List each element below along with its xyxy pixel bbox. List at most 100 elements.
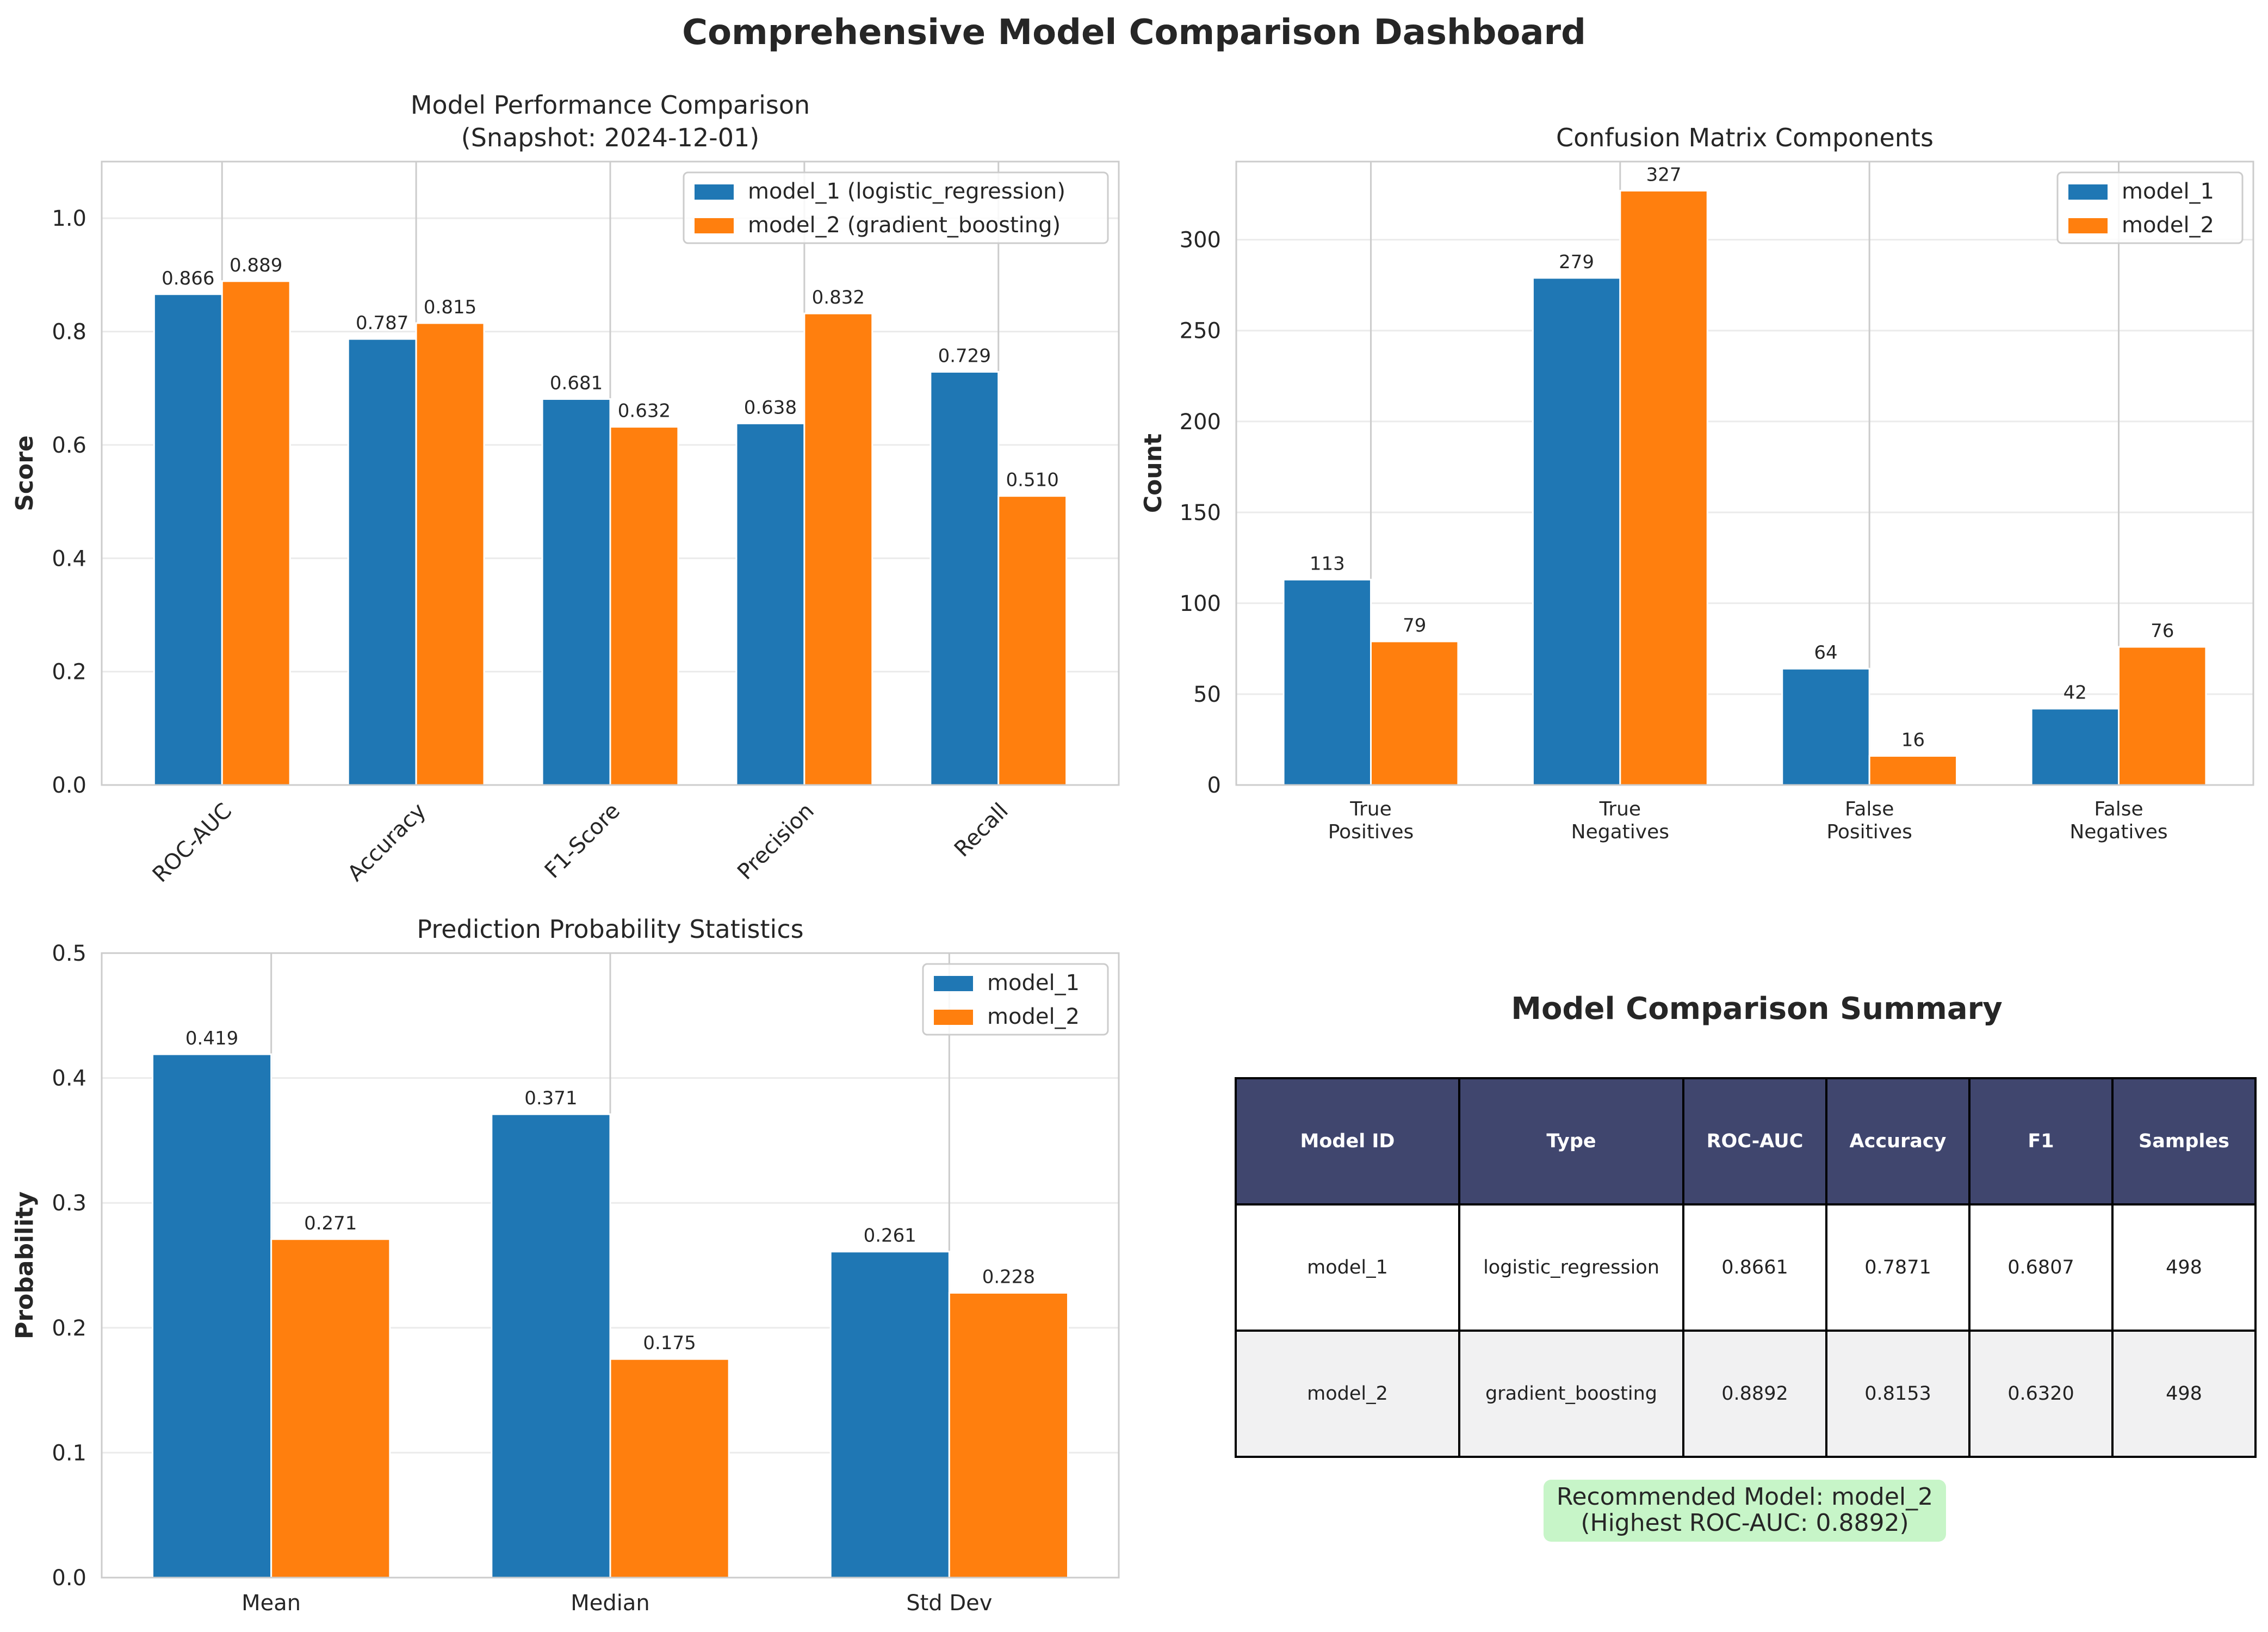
chart-title: Model Performance Comparison [411,90,810,120]
x-tick-label: Precision [733,799,819,885]
legend-label: model_2 [2122,213,2214,238]
y-tick-label: 150 [1180,500,1221,526]
table-header-cell: Samples [2111,1077,2257,1206]
data-label: 0.228 [982,1266,1035,1288]
bar [1619,189,1708,786]
table-cell: 0.6320 [1968,1330,2114,1458]
x-tick-label: Std Dev [906,1591,992,1616]
table-header-cell: F1 [1968,1077,2114,1206]
table-header-cell: ROC-AUC [1682,1077,1827,1206]
bar [2030,708,2120,786]
bar [1532,277,1621,786]
table-cell: gradient_boosting [1458,1330,1684,1458]
y-tick-label: 0.1 [52,1441,86,1466]
table-cell: 0.8661 [1682,1203,1827,1332]
data-label: 0.787 [356,312,408,334]
data-label: 0.729 [938,345,991,367]
table-header-cell: Accuracy [1825,1077,1970,1206]
table-header-row: Model ID Type ROC-AUC Accuracy F1 Sample… [1235,1077,2257,1206]
legend-swatch [695,218,734,233]
bar [609,1358,730,1579]
bar [491,1113,611,1579]
bar [1781,667,1870,786]
table-cell: 0.7871 [1825,1203,1970,1332]
data-label: 0.832 [812,287,865,308]
plot-frame [101,160,1120,786]
bar [221,280,291,786]
y-tick-label: 1.0 [52,206,86,231]
data-label: 0.271 [304,1213,357,1234]
bar [2118,646,2207,786]
x-tick-label: True Negatives [1571,798,1669,843]
x-tick-label: F1-Score [540,799,625,883]
bar [1868,755,1958,786]
bar [609,426,679,786]
x-tick-label: Median [571,1591,650,1616]
chart-title: Confusion Matrix Components [1556,123,1934,152]
summary-table: Model ID Type ROC-AUC Accuracy F1 Sample… [1235,1077,2257,1458]
y-tick-label: 100 [1180,591,1221,616]
recommendation-box: Recommended Model: model_2 (Highest ROC-… [1544,1480,1946,1542]
y-tick-label: 0.4 [52,1066,86,1091]
data-label: 0.815 [424,296,476,318]
data-label: 64 [1814,642,1837,664]
data-label: 0.889 [230,255,282,276]
table-header-cell: Model ID [1235,1077,1460,1206]
y-tick-label: 0.5 [52,941,86,966]
table-cell: logistic_regression [1458,1203,1684,1332]
y-tick-label: 50 [1193,682,1221,707]
data-label: 42 [2063,682,2087,704]
recommendation-line: (Highest ROC-AUC: 0.8892) [1581,1509,1909,1537]
table-row: model_1 logistic_regression 0.8661 0.787… [1235,1203,2257,1332]
data-label: 0.632 [618,400,671,422]
bar [735,422,805,786]
bar [948,1292,1069,1579]
data-label: 79 [1403,615,1426,636]
x-tick-label: False Negatives [2069,798,2167,843]
y-tick-label: 0.8 [52,320,86,345]
legend-swatch [2068,184,2108,200]
y-tick-label: 0.2 [52,660,86,685]
legend-label: model_2 [987,1004,1080,1029]
legend-swatch [934,1010,973,1025]
table-cell: 498 [2111,1203,2257,1332]
bar [153,293,223,786]
table-header-cell: Type [1458,1077,1684,1206]
table-cell: 498 [2111,1330,2257,1458]
y-axis-label: Count [1139,434,1167,513]
x-tick-label: Accuracy [343,799,431,887]
legend-swatch [934,976,973,991]
chart-title: Prediction Probability Statistics [417,914,803,944]
x-tick-label: ROC-AUC [148,799,237,888]
y-tick-label: 200 [1180,410,1221,435]
table-cell: model_2 [1235,1330,1460,1458]
bar [803,312,873,786]
performance-chart: 0.866 0.787 0.681 0.638 0.729 0.889 0.815 0.632… [11,90,1120,888]
recommendation-line: Recommended Model: model_2 [1556,1483,1934,1511]
confusion-matrix-chart: 113 279 64 42 79 327 16 76 0 50 100 150 200 250 300 Tru… [1139,123,2254,843]
bar [997,495,1068,786]
data-label: 0.681 [550,373,603,394]
legend-label: model_1 [2122,179,2214,204]
bar [541,398,611,786]
data-label: 279 [1559,251,1594,273]
bar [1282,578,1372,786]
summary-table-title: Model Comparison Summary [1511,991,2003,1027]
data-label: 0.419 [185,1028,238,1049]
legend-label: model_1 (logistic_regression) [748,179,1065,204]
bar [929,371,1000,786]
data-label: 0.510 [1006,469,1059,491]
data-label: 327 [1646,164,1682,186]
x-tick-label: Mean [241,1591,301,1616]
y-tick-label: 0.0 [52,1566,86,1591]
legend-label: model_1 [987,970,1080,996]
y-tick-label: 0.2 [52,1316,86,1341]
y-tick-label: 0 [1207,773,1221,798]
x-tick-label: False Positives [1826,798,1912,843]
data-label: 16 [1901,730,1925,751]
y-tick-label: 0.3 [52,1191,86,1216]
chart-subtitle: (Snapshot: 2024-12-01) [461,123,759,152]
y-axis-label: Score [11,435,39,511]
legend-swatch [695,184,734,200]
